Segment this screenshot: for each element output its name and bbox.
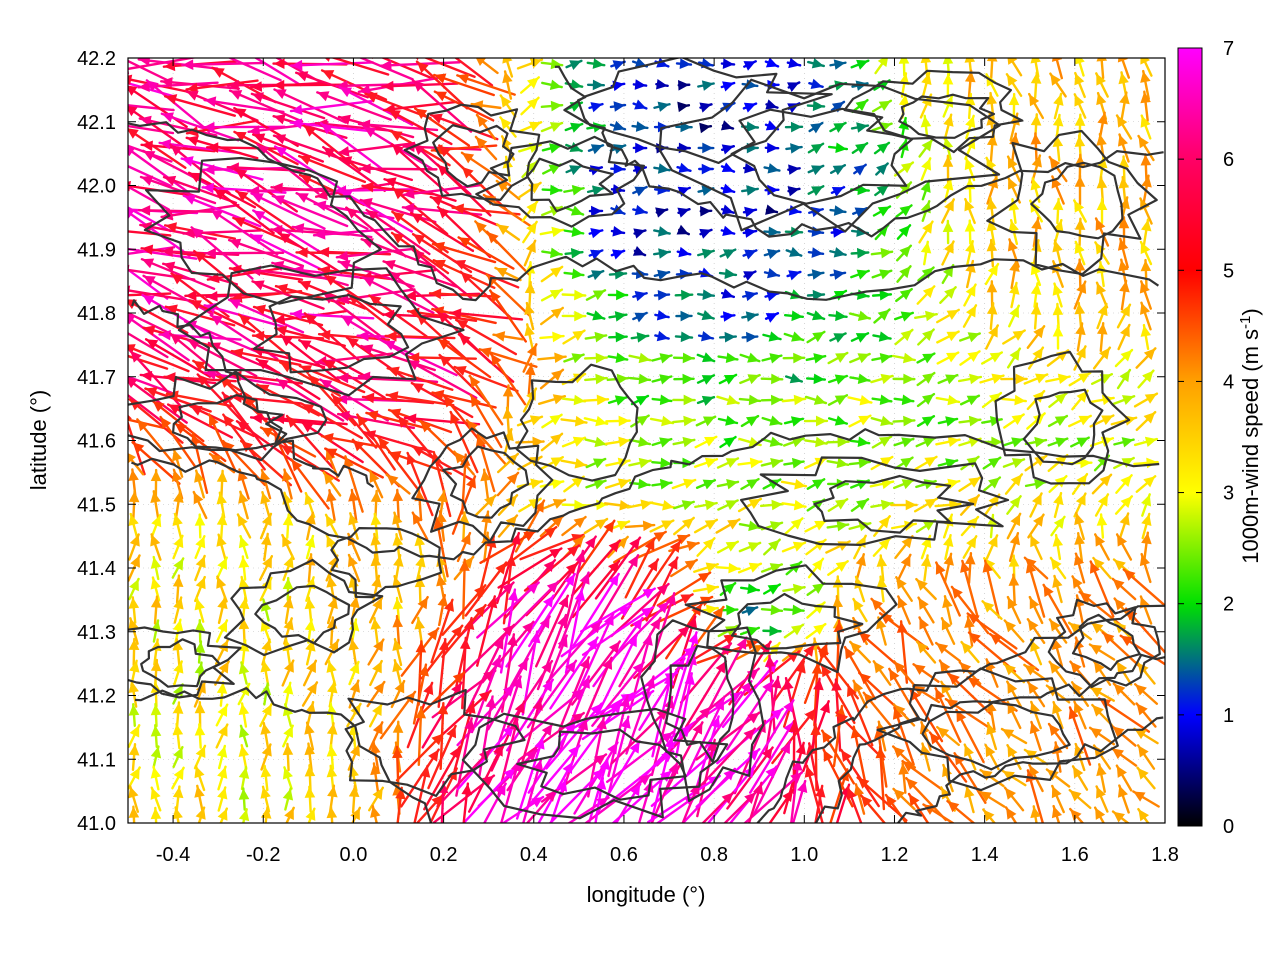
wind-arrow-head: [116, 244, 128, 255]
wind-arrow-head: [97, 133, 109, 143]
wind-arrow-head: [94, 98, 105, 109]
wind-arrow-head: [436, 43, 448, 54]
wind-arrow-head: [987, 50, 998, 61]
wind-arrow-head: [117, 64, 129, 74]
wind-arrow-head: [98, 224, 109, 235]
wind-arrow-shaft: [207, 147, 281, 148]
wind-arrow-shaft: [991, 50, 993, 77]
wind-arrow-head: [104, 411, 116, 421]
wind-arrow-head: [115, 204, 126, 215]
wind-arrow-head: [101, 346, 113, 356]
wind-arrow-head: [98, 291, 109, 302]
wind-arrow-head: [207, 47, 219, 57]
wind-arrow-head: [1096, 50, 1107, 61]
wind-arrow-head: [232, 43, 244, 53]
wind-arrow-head: [254, 45, 266, 55]
wind-arrow-head: [339, 48, 351, 58]
wind-arrow-head: [119, 181, 131, 192]
wind-arrow-shaft: [904, 53, 905, 76]
wind-arrow-head: [97, 152, 109, 162]
wind-arrow-head: [965, 51, 976, 62]
wind-arrow-head: [94, 71, 106, 81]
